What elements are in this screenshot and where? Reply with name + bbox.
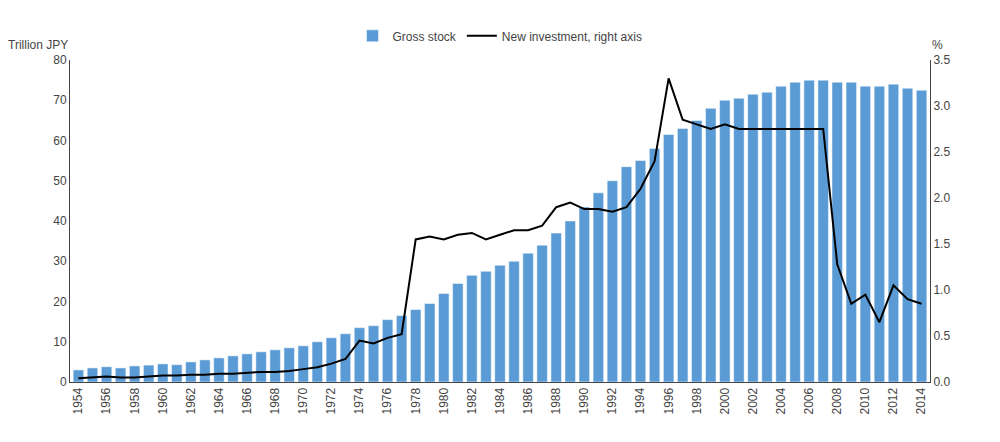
svg-text:1986: 1986 <box>521 387 535 414</box>
svg-text:1982: 1982 <box>465 387 479 414</box>
svg-text:New investment, right axis: New investment, right axis <box>502 30 642 44</box>
svg-text:60: 60 <box>53 134 67 148</box>
svg-text:1968: 1968 <box>268 387 282 414</box>
svg-text:0.5: 0.5 <box>933 329 950 343</box>
svg-text:2002: 2002 <box>746 387 760 414</box>
svg-text:2008: 2008 <box>830 387 844 414</box>
svg-text:1970: 1970 <box>296 387 310 414</box>
svg-text:1960: 1960 <box>156 387 170 414</box>
svg-text:2000: 2000 <box>718 387 732 414</box>
svg-text:1966: 1966 <box>240 387 254 414</box>
svg-text:0: 0 <box>60 375 67 389</box>
svg-text:1992: 1992 <box>605 387 619 414</box>
svg-text:1.0: 1.0 <box>933 283 950 297</box>
svg-text:Gross stock: Gross stock <box>393 30 457 44</box>
svg-text:1964: 1964 <box>212 387 226 414</box>
svg-text:2010: 2010 <box>858 387 872 414</box>
svg-text:2012: 2012 <box>886 387 900 414</box>
svg-text:80: 80 <box>53 53 67 67</box>
svg-text:30: 30 <box>53 254 67 268</box>
svg-text:70: 70 <box>53 93 67 107</box>
svg-text:2.5: 2.5 <box>933 145 950 159</box>
svg-text:1956: 1956 <box>99 387 113 414</box>
svg-text:10: 10 <box>53 335 67 349</box>
svg-text:2.0: 2.0 <box>933 191 950 205</box>
svg-text:1.5: 1.5 <box>933 237 950 251</box>
svg-text:1978: 1978 <box>409 387 423 414</box>
svg-text:3.5: 3.5 <box>933 53 950 67</box>
svg-text:1990: 1990 <box>577 387 591 414</box>
svg-text:2004: 2004 <box>774 387 788 414</box>
svg-text:%: % <box>932 38 943 52</box>
svg-text:1974: 1974 <box>352 387 366 414</box>
svg-text:Trillion JPY: Trillion JPY <box>8 38 68 52</box>
svg-text:1962: 1962 <box>184 387 198 414</box>
svg-text:3.0: 3.0 <box>933 99 950 113</box>
svg-text:1998: 1998 <box>690 387 704 414</box>
svg-text:1980: 1980 <box>437 387 451 414</box>
svg-text:1972: 1972 <box>324 387 338 414</box>
svg-text:50: 50 <box>53 174 67 188</box>
svg-text:1954: 1954 <box>71 387 85 414</box>
svg-text:2006: 2006 <box>802 387 816 414</box>
svg-text:20: 20 <box>53 295 67 309</box>
svg-text:0.0: 0.0 <box>933 375 950 389</box>
svg-text:1994: 1994 <box>633 387 647 414</box>
svg-text:2014: 2014 <box>914 387 928 414</box>
svg-text:1958: 1958 <box>128 387 142 414</box>
svg-text:1984: 1984 <box>493 387 507 414</box>
svg-text:1976: 1976 <box>380 387 394 414</box>
svg-text:1996: 1996 <box>662 387 676 414</box>
svg-text:1988: 1988 <box>549 387 563 414</box>
svg-text:40: 40 <box>53 214 67 228</box>
